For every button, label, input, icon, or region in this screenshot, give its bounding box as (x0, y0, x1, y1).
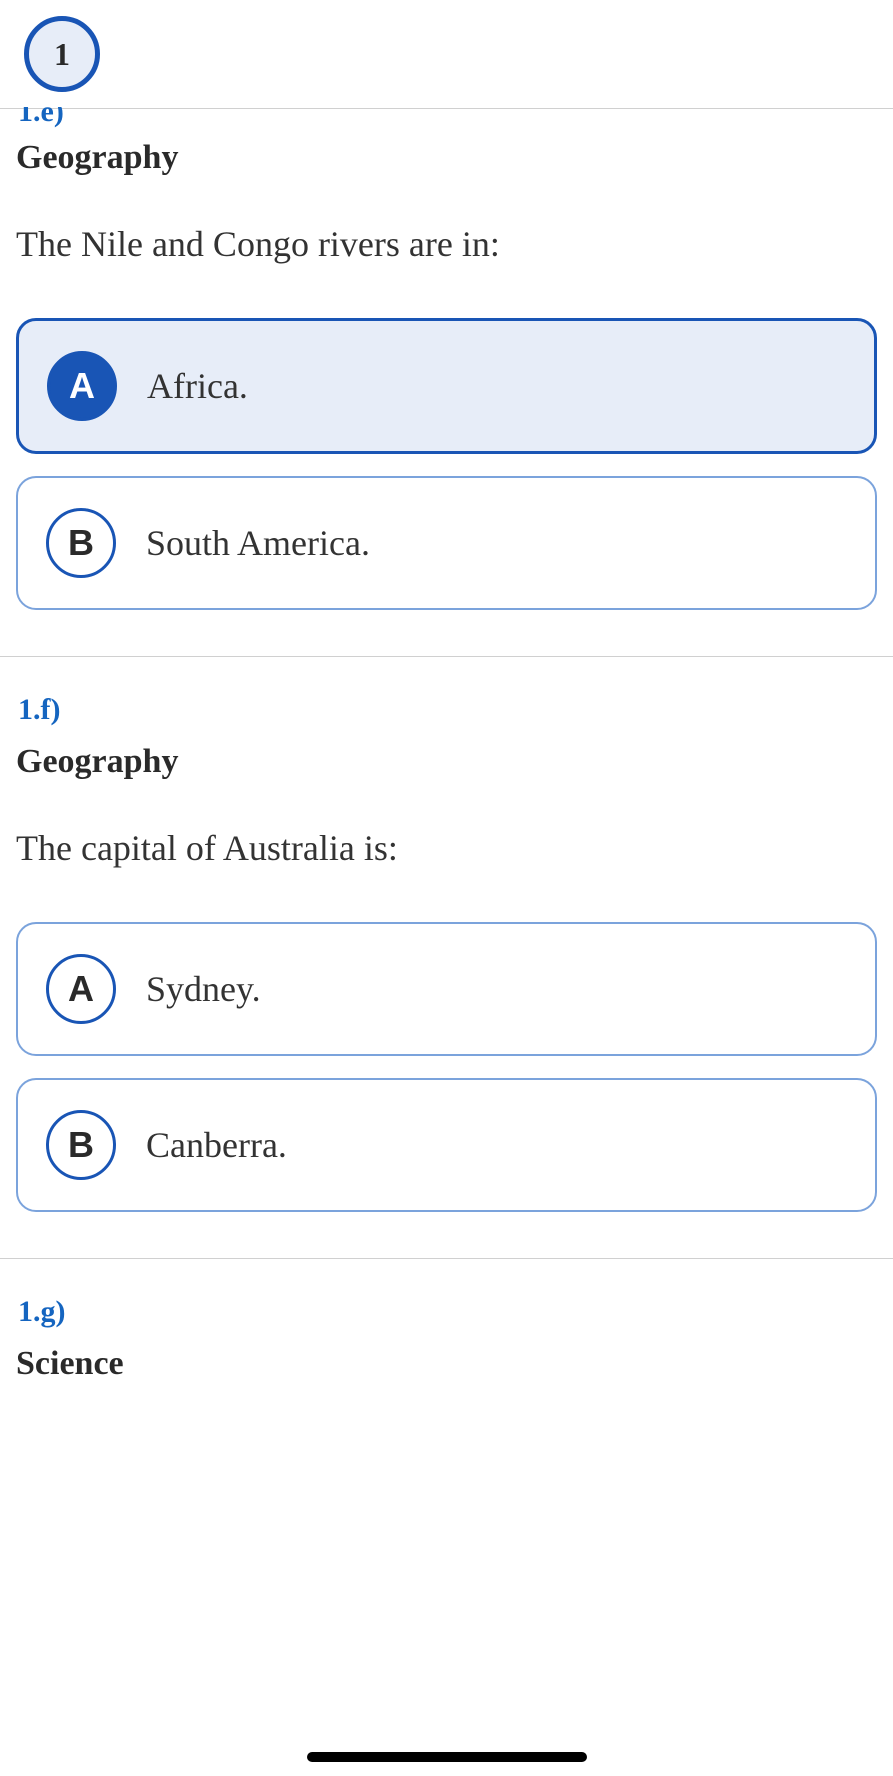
option-letter: A (47, 351, 117, 421)
option-text: Africa. (147, 365, 248, 407)
answer-option-b[interactable]: B Canberra. (16, 1078, 877, 1212)
question-text: The capital of Australia is: (16, 781, 877, 922)
question-number: 1.e) (16, 107, 877, 131)
question-category: Science (16, 1337, 877, 1383)
answer-option-a[interactable]: A Sydney. (16, 922, 877, 1056)
question-category: Geography (16, 735, 877, 781)
option-letter: B (46, 508, 116, 578)
question-category: Geography (16, 131, 877, 177)
question-block-1e: 1.e) Geography The Nile and Congo rivers… (0, 107, 893, 657)
option-text: Canberra. (146, 1124, 287, 1166)
answer-option-b[interactable]: B South America. (16, 476, 877, 610)
page-number: 1 (54, 36, 70, 73)
option-letter: B (46, 1110, 116, 1180)
question-text: The Nile and Congo rivers are in: (16, 177, 877, 318)
answer-option-a[interactable]: A Africa. (16, 318, 877, 454)
question-number: 1.f) (16, 657, 877, 735)
question-block-1g: 1.g) Science (0, 1259, 893, 1407)
home-indicator[interactable] (307, 1752, 587, 1762)
page-indicator[interactable]: 1 (24, 16, 100, 92)
quiz-header: 1 (0, 0, 893, 109)
option-text: Sydney. (146, 968, 261, 1010)
question-block-1f: 1.f) Geography The capital of Australia … (0, 657, 893, 1259)
option-letter: A (46, 954, 116, 1024)
question-number: 1.g) (16, 1259, 877, 1337)
option-text: South America. (146, 522, 370, 564)
